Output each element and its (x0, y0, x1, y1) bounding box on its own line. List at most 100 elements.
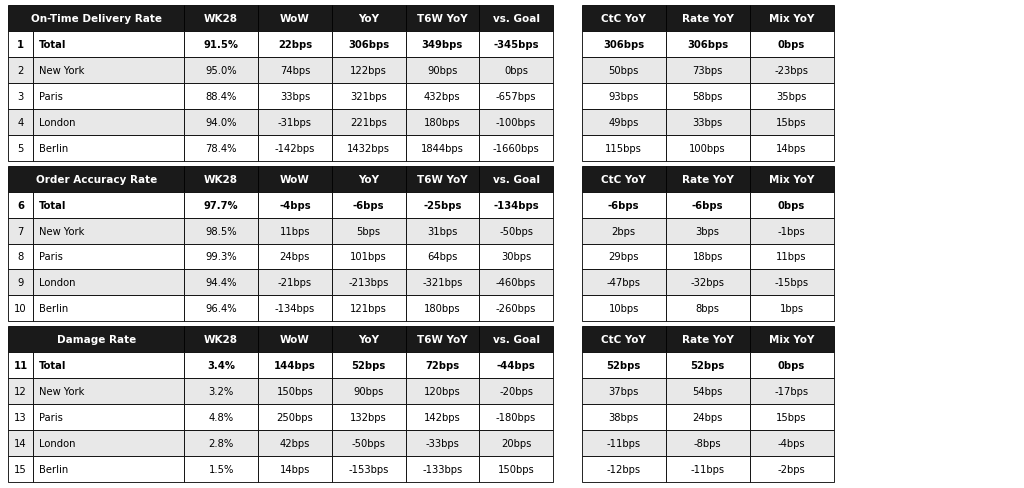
Text: 115bps: 115bps (605, 143, 642, 153)
Text: Mix YoY: Mix YoY (769, 335, 814, 345)
Text: 14bps: 14bps (280, 464, 310, 474)
Text: New York: New York (39, 226, 84, 236)
Bar (184, 352, 258, 379)
Text: 74bps: 74bps (280, 66, 310, 76)
Bar (332, 6, 406, 32)
Bar (33, 244, 184, 270)
Text: 180bps: 180bps (424, 304, 461, 314)
Text: 250bps: 250bps (276, 412, 313, 422)
Text: 73bps: 73bps (692, 66, 723, 76)
Bar (750, 109, 834, 136)
Bar (582, 32, 666, 58)
Text: -180bps: -180bps (496, 412, 537, 422)
Text: 1: 1 (17, 40, 24, 50)
Bar (8, 192, 33, 218)
Bar (479, 379, 553, 405)
Text: 150bps: 150bps (276, 386, 313, 396)
Bar (750, 83, 834, 109)
Bar (258, 270, 332, 296)
Bar (332, 244, 406, 270)
Bar (406, 58, 479, 83)
Text: -12bps: -12bps (606, 464, 641, 474)
Text: 0bps: 0bps (778, 40, 805, 50)
Text: 5: 5 (17, 143, 24, 153)
Text: 121bps: 121bps (350, 304, 387, 314)
Text: 3: 3 (17, 92, 24, 102)
Bar (666, 83, 750, 109)
Text: 42bps: 42bps (280, 438, 310, 448)
Bar (479, 405, 553, 430)
Text: 11: 11 (13, 361, 28, 370)
Bar (258, 296, 332, 322)
Bar (8, 405, 33, 430)
Bar (582, 58, 666, 83)
Text: -134bps: -134bps (494, 200, 539, 210)
Text: 31bps: 31bps (427, 226, 458, 236)
Bar (479, 6, 553, 32)
Text: Order Accuracy Rate: Order Accuracy Rate (36, 174, 157, 184)
Bar (184, 270, 258, 296)
Bar (666, 192, 750, 218)
Text: -33bps: -33bps (425, 438, 460, 448)
Text: Paris: Paris (39, 412, 62, 422)
Bar (258, 166, 332, 192)
Bar (666, 296, 750, 322)
Text: On-Time Delivery Rate: On-Time Delivery Rate (31, 14, 162, 24)
Text: WK28: WK28 (204, 14, 239, 24)
Text: Berlin: Berlin (39, 304, 69, 314)
Text: CtC YoY: CtC YoY (601, 14, 646, 24)
Text: 52bps: 52bps (351, 361, 386, 370)
Text: 11bps: 11bps (280, 226, 310, 236)
Bar (184, 456, 258, 482)
Text: 50bps: 50bps (608, 66, 639, 76)
Bar (184, 430, 258, 456)
Bar (666, 326, 750, 352)
Bar (582, 270, 666, 296)
Text: Rate YoY: Rate YoY (682, 335, 733, 345)
Text: 94.4%: 94.4% (206, 278, 237, 288)
Bar (258, 109, 332, 136)
Bar (258, 326, 332, 352)
Bar (666, 6, 750, 32)
Text: -23bps: -23bps (774, 66, 809, 76)
Bar (258, 218, 332, 244)
Text: -50bps: -50bps (499, 226, 534, 236)
Bar (184, 379, 258, 405)
Text: -15bps: -15bps (774, 278, 809, 288)
Bar (479, 32, 553, 58)
Bar (258, 352, 332, 379)
Bar (33, 32, 184, 58)
Bar (750, 6, 834, 32)
Bar (666, 136, 750, 162)
Bar (8, 32, 33, 58)
Text: 35bps: 35bps (776, 92, 807, 102)
Text: 90bps: 90bps (353, 386, 384, 396)
Bar (666, 109, 750, 136)
Text: -25bps: -25bps (423, 200, 462, 210)
Bar (406, 326, 479, 352)
Bar (33, 218, 184, 244)
Text: Paris: Paris (39, 92, 62, 102)
Text: 2bps: 2bps (611, 226, 636, 236)
Text: WK28: WK28 (204, 174, 239, 184)
Text: Total: Total (39, 361, 67, 370)
Text: -6bps: -6bps (608, 200, 639, 210)
Text: 64bps: 64bps (427, 252, 458, 262)
Bar (332, 218, 406, 244)
Text: CtC YoY: CtC YoY (601, 335, 646, 345)
Bar (184, 109, 258, 136)
Bar (8, 244, 33, 270)
Text: -100bps: -100bps (496, 118, 537, 127)
Bar (8, 270, 33, 296)
Text: 0bps: 0bps (778, 200, 805, 210)
Text: 1432bps: 1432bps (347, 143, 390, 153)
Text: 0bps: 0bps (504, 66, 528, 76)
Bar (332, 166, 406, 192)
Bar (582, 109, 666, 136)
Bar (666, 430, 750, 456)
Bar (8, 58, 33, 83)
Bar (8, 218, 33, 244)
Text: 9: 9 (17, 278, 24, 288)
Text: 33bps: 33bps (280, 92, 310, 102)
Bar (332, 58, 406, 83)
